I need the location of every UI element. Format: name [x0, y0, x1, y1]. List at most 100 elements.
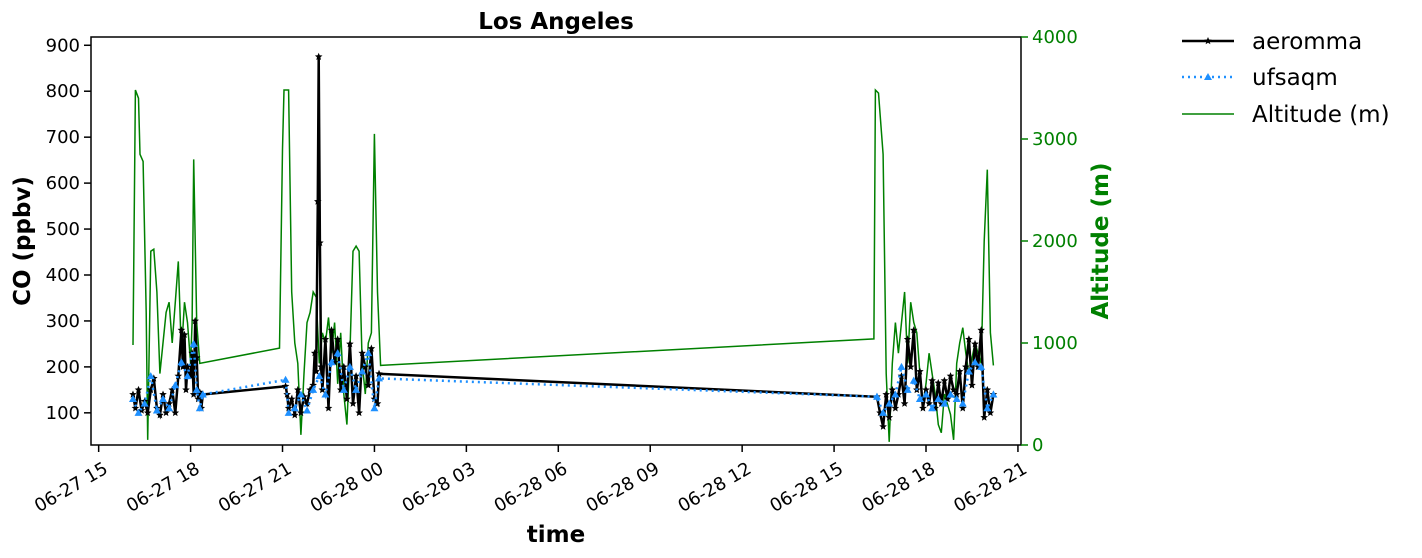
aeromma-point [962, 362, 970, 371]
aeromma-point [183, 362, 192, 371]
series-line-aeromma [131, 56, 995, 427]
aeromma-point [919, 404, 927, 412]
ufsaqm-point [171, 381, 180, 389]
ufsaqm-point [370, 404, 379, 412]
aeromma-point [352, 372, 360, 380]
ufsaqm-point [989, 390, 998, 398]
ufsaqm-point [375, 374, 384, 382]
y-tick-label: 500 [46, 219, 80, 240]
aeromma-point [909, 326, 918, 334]
ufsaqm-point [971, 358, 980, 366]
aeromma-point [134, 385, 143, 394]
ufsaqm-point [928, 404, 937, 412]
aeromma-point [333, 335, 342, 343]
ufsaqm-point [195, 404, 204, 412]
ufsaqm-point [897, 362, 906, 370]
ufsaqm-point [872, 392, 881, 400]
aeromma-point [180, 330, 189, 338]
aeromma-point [162, 408, 170, 417]
aeromma-point [934, 379, 943, 387]
aeromma-point [291, 411, 299, 419]
aeromma-point [340, 362, 348, 371]
aeromma-point [284, 404, 293, 412]
legend-label: Altitude (m) [1252, 102, 1390, 128]
legend-label: aeromma [1252, 29, 1362, 55]
y-axis-left: 100 200 300 400 500 600 700 800 900 [46, 35, 91, 424]
ufsaqm-point [952, 395, 961, 403]
ufsaqm-point [915, 395, 924, 403]
aeromma-point [281, 382, 290, 390]
aeromma-point [375, 369, 383, 377]
x-tick-label: 06-28 12 [674, 458, 755, 517]
aeromma-point [306, 385, 314, 394]
y-tick-label: 900 [46, 35, 80, 56]
aeromma-point [940, 376, 949, 384]
ufsaqm-point [964, 367, 973, 375]
aeromma-point [370, 395, 379, 403]
aeromma-point [168, 385, 176, 394]
ufsaqm-point [977, 362, 986, 370]
aeromma-point [192, 353, 201, 361]
aeromma-point [946, 372, 955, 380]
legend-marker [1204, 73, 1212, 80]
aeromma-point [324, 404, 333, 412]
ufsaqm-point [128, 395, 137, 403]
ufsaqm-point [934, 395, 943, 403]
x-axis: 06-27 15 06-27 18 06-27 21 06-28 00 06-28 03… [31, 445, 1031, 517]
aeromma-point [968, 381, 976, 389]
y-tick-label: 200 [46, 357, 80, 378]
aeromma-point [312, 367, 320, 375]
aeromma-point [358, 349, 366, 357]
aeromma-point [882, 390, 890, 398]
aeromma-point [922, 385, 930, 394]
x-tick-label: 06-28 09 [583, 458, 664, 517]
ufsaqm-point [364, 349, 373, 357]
ufsaqm-point [159, 395, 168, 403]
aeromma-point [321, 335, 330, 343]
aeromma-point [349, 399, 357, 407]
ufsaqm-point [140, 399, 149, 407]
aeromma-point [294, 385, 302, 394]
aeromma-point [146, 385, 155, 394]
y-tick-label: 400 [46, 265, 80, 286]
ufsaqm-point [284, 408, 293, 416]
ufsaqm-point [146, 372, 155, 380]
x-tick-label: 06-28 03 [399, 458, 480, 517]
ufsaqm-point [152, 406, 161, 414]
aeromma-point [330, 358, 339, 366]
aeromma-point [318, 385, 327, 394]
aeromma-point [955, 367, 964, 375]
x-tick-label: 06-27 18 [123, 458, 204, 517]
y-tick-label: 300 [46, 311, 80, 332]
ufsaqm-point [352, 385, 361, 393]
x-tick-label: 06-28 00 [307, 458, 388, 517]
y-right-tick-label: 0 [1032, 435, 1043, 456]
x-tick-label: 06-28 15 [766, 458, 847, 517]
aeromma-point [980, 413, 988, 421]
ufsaqm-point [946, 390, 955, 398]
y-tick-label: 100 [46, 403, 80, 424]
aeromma-point [959, 404, 967, 412]
aeromma-point [888, 385, 897, 394]
aeromma-point [971, 339, 979, 348]
y-right-tick-label: 1000 [1032, 333, 1078, 354]
x-tick-label: 06-27 21 [215, 458, 296, 517]
aeromma-point [367, 344, 376, 352]
aeromma-point [194, 395, 203, 403]
series-line-altitudem [132, 88, 995, 442]
ufsaqm-point [909, 376, 918, 384]
ufsaqm-point [309, 385, 318, 393]
y-right-tick-label: 3000 [1032, 129, 1078, 150]
aeromma-point [182, 385, 190, 394]
ufsaqm-point [958, 399, 967, 407]
ufsaqm-point [303, 406, 312, 414]
aeromma-point [316, 238, 324, 247]
ufsaqm-point [321, 390, 330, 398]
aeromma-point [179, 362, 187, 371]
aeromma-point [165, 399, 173, 407]
ufsaqm-point [879, 408, 888, 416]
aeromma-point [191, 316, 199, 325]
ufsaqm-point [177, 358, 186, 366]
aeromma-point [327, 326, 336, 334]
